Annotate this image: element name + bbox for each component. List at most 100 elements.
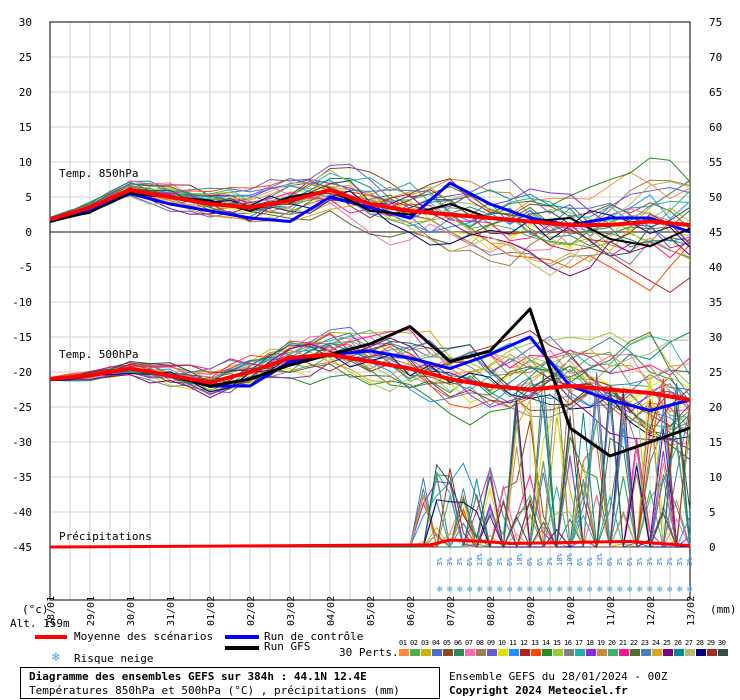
perturbation-number: 15 [553,639,561,647]
perturbation-number: 19 [597,639,605,647]
legend-gfs-label: Run GFS [264,640,311,653]
perturbation-number: 05 [443,639,451,647]
perturbation-swatch [718,649,728,656]
perturbation-swatch [652,649,662,656]
right-axis-unit: (mm) [710,603,737,616]
date-tick-label: 08/02 [486,596,497,626]
snow-risk-percent: 6% [466,557,474,566]
snowflake-icon: ❄ [647,585,653,595]
perturbation-swatch [619,649,629,656]
snowflake-icon: ❄ [457,585,463,595]
snow-risk-percent: 6% [536,557,544,566]
date-tick-label: 05/02 [366,596,377,626]
perturbation-swatch [476,649,486,656]
ensemble-member-t500 [49,340,691,429]
perturbation-swatch [498,649,508,656]
left-tick-label: -15 [12,331,32,344]
snowflake-icon: ❄ [537,585,543,595]
right-tick-label: 5 [709,506,716,519]
perturbation-swatch [410,649,420,656]
ensemble-member-t500 [49,329,691,379]
snow-risk-percent: 3% [446,557,454,566]
perturbation-number: 24 [652,639,660,647]
snow-risk-percent: 3% [656,557,664,566]
snowflake-icon: ❄ [607,585,613,595]
perturbation-number: 08 [476,639,484,647]
snow-risk-percent: 3% [496,557,504,566]
perturbation-number: 28 [696,639,704,647]
perturbation-swatch [553,649,563,656]
left-tick-label: -20 [12,366,32,379]
perturbation-number: 12 [520,639,528,647]
mean-line-t500 [49,352,691,402]
left-axis-unit: (°c) [22,603,49,616]
right-tick-label: 0 [709,541,716,554]
perturbation-swatch [663,649,673,656]
snow-risk-percent: 3% [636,557,644,566]
perturbation-number: 25 [663,639,671,647]
perturbation-swatch [520,649,530,656]
snow-risk-percent: 3% [616,557,624,566]
perturbation-swatch [608,649,618,656]
perturbation-swatch [685,649,695,656]
snow-risk-percent: 3% [676,557,684,566]
perturbation-swatch [542,649,552,656]
date-tick-label: 12/02 [646,596,657,626]
ensemble-member-t850 [49,180,691,293]
perturbation-number: 29 [707,639,715,647]
right-tick-label: 55 [709,156,722,169]
snowflake-icon: ❄ [527,585,533,595]
perturbation-number: 23 [641,639,649,647]
snow-risk-percent: 10% [516,553,524,566]
perturbation-swatch [575,649,585,656]
section-label-precip: Précipitations [59,530,152,543]
right-tick-label: 70 [709,51,722,64]
snow-risk-percent: 3% [686,557,694,566]
left-tick-label: -10 [12,296,32,309]
date-tick-label: 04/02 [326,596,337,626]
ensemble-member-t500 [49,353,691,427]
snow-risk-percent: 6% [486,557,494,566]
date-tick-label: 31/01 [166,596,177,626]
perturbation-swatch [465,649,475,656]
date-tick-label: 07/02 [446,596,457,626]
date-tick-label: 06/02 [406,596,417,626]
right-tick-label: 45 [709,226,722,239]
date-tick-label: 01/02 [206,596,217,626]
snowflake-icon: ❄ [617,585,623,595]
snowflake-icon: ❄ [557,585,563,595]
snowflake-icon: ❄ [567,585,573,595]
date-tick-label: 29/01 [86,596,97,626]
perturbation-number: 17 [575,639,583,647]
snow-risk-percent: 3% [666,557,674,566]
perturbation-swatch [696,649,706,656]
ensemble-member-t850 [49,169,691,277]
ensemble-member-t500 [49,329,691,428]
perturbation-swatch [509,649,519,656]
section-label-t500: Temp. 500hPa [59,348,139,361]
perturbation-number: 03 [421,639,429,647]
snowflake-icon: ❄ [627,585,633,595]
perturbation-number: 14 [542,639,550,647]
control-line-t850 [49,181,691,234]
left-tick-label: 25 [19,51,32,64]
title-box: Diagramme des ensembles GEFS sur 384h : … [20,667,440,699]
right-tick-label: 65 [709,86,722,99]
perturbation-number: 21 [619,639,627,647]
snow-risk-percent: 6% [576,557,584,566]
right-tick-label: 75 [709,16,722,29]
left-tick-label: 5 [25,191,32,204]
snowflake-icon: ❄ [547,585,553,595]
chart-title: Diagramme des ensembles GEFS sur 384h : … [29,670,367,683]
perturbation-swatch [674,649,684,656]
perturbation-swatch [630,649,640,656]
left-tick-label: -40 [12,506,32,519]
ensemble-member-t500 [49,331,691,396]
date-tick-label: 10/02 [566,596,577,626]
perturbation-swatch [707,649,717,656]
snow-risk-percent: 6% [506,557,514,566]
right-tick-label: 20 [709,401,722,414]
perturbation-number: 01 [399,639,407,647]
snowflake-icon: ❄ [667,585,673,595]
